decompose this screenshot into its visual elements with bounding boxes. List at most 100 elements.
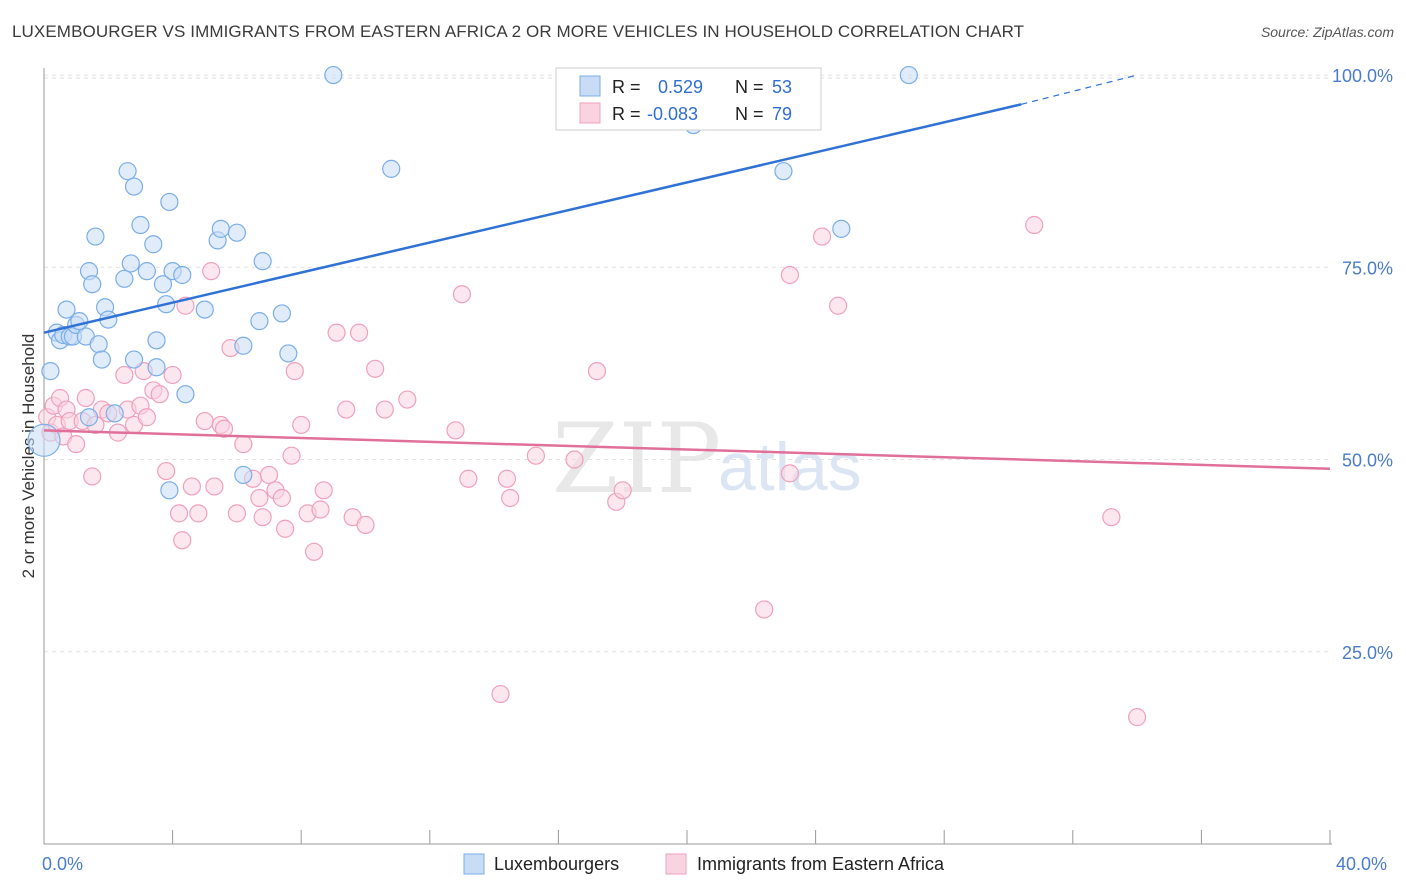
lux-point-26: [147, 331, 166, 350]
legend-r-label-2: R =: [612, 104, 641, 124]
imm-point-45: [276, 519, 295, 538]
trend-lines: [43, 74, 1331, 471]
lux-point-39: [234, 465, 253, 485]
imm-point-74: [780, 464, 799, 483]
imm-point-32: [202, 262, 221, 281]
lux-point-42: [272, 304, 292, 323]
bottom-legend-swatch-pink: [665, 853, 687, 875]
y-axis-title: 2 or more Vehicles in Household: [19, 334, 38, 579]
imm-point-23: [150, 385, 169, 404]
lux-point-4: [57, 300, 76, 319]
x-tick-label-max: 40.0%: [1336, 854, 1387, 874]
lux-point-36: [211, 219, 230, 238]
lux-point-12: [86, 227, 105, 246]
imm-point-21: [137, 408, 156, 427]
lux-point-48: [774, 162, 793, 181]
gridlines: [44, 74, 1330, 653]
trend-line-immigrants: [43, 429, 1331, 471]
bottom-legend-label-immigrants: Immigrants from Eastern Africa: [697, 854, 945, 874]
imm-point-59: [375, 400, 394, 419]
series-immigrants-points: [38, 215, 1147, 727]
lux-point-49: [832, 219, 851, 238]
lux-point-52: [124, 350, 144, 369]
imm-point-25: [163, 365, 182, 385]
imm-point-42: [259, 465, 279, 485]
lux-point-51: [27, 423, 61, 457]
chart-title: LUXEMBOURGER VS IMMIGRANTS FROM EASTERN …: [12, 22, 1025, 41]
imm-point-79: [1127, 708, 1147, 727]
imm-point-38: [234, 435, 253, 454]
bottom-legend-label-luxembourgers: Luxembourgers: [494, 854, 619, 874]
imm-point-69: [587, 362, 607, 381]
lux-point-30: [160, 192, 179, 212]
y-tick-label-50: 50.0%: [1342, 451, 1393, 471]
imm-point-48: [292, 415, 311, 435]
lux-point-46: [160, 481, 179, 500]
imm-point-41: [253, 508, 272, 527]
imm-point-30: [189, 504, 208, 523]
imm-point-44: [272, 488, 292, 508]
imm-point-64: [491, 684, 510, 704]
series-luxembourgers-points: [27, 65, 918, 500]
imm-point-76: [829, 296, 848, 315]
lux-point-13: [89, 335, 108, 354]
imm-point-75: [812, 227, 832, 246]
imm-point-27: [173, 531, 192, 550]
bottom-legend-swatch-blue: [463, 853, 485, 875]
lux-point-25: [144, 235, 163, 254]
imm-point-31: [195, 411, 214, 431]
legend-n-label-1: N =: [735, 77, 764, 97]
imm-point-51: [311, 500, 330, 519]
legend-swatch-blue: [579, 75, 601, 97]
imm-point-77: [1025, 215, 1044, 235]
imm-point-68: [565, 450, 584, 469]
imm-point-40: [250, 488, 269, 508]
lux-point-41: [253, 252, 272, 271]
imm-point-35: [214, 419, 234, 438]
imm-point-66: [501, 488, 520, 508]
stats-legend: R = 0.529 N = 53 R = -0.083 N = 79: [555, 67, 822, 131]
imm-point-10: [76, 388, 95, 408]
lux-point-44: [324, 65, 343, 85]
imm-point-78: [1102, 508, 1121, 527]
lux-point-19: [115, 269, 134, 288]
imm-point-54: [337, 400, 356, 419]
lux-point-37: [227, 223, 246, 242]
lux-point-20: [118, 162, 137, 181]
imm-point-37: [227, 504, 246, 523]
legend-r-value-1: 0.529: [658, 77, 703, 97]
imm-point-63: [459, 469, 478, 488]
imm-point-16: [115, 365, 134, 385]
imm-point-11: [83, 467, 102, 486]
lux-point-0: [41, 362, 60, 381]
series-legend: Luxembourgers Immigrants from Eastern Af…: [463, 853, 945, 875]
lux-point-34: [195, 300, 214, 319]
imm-point-62: [452, 285, 472, 304]
y-tick-label-100: 100.0%: [1332, 66, 1393, 86]
legend-swatch-pink: [579, 102, 601, 124]
imm-point-47: [285, 362, 304, 381]
x-tick-label-min: 0.0%: [42, 854, 83, 874]
lux-point-45: [382, 159, 401, 178]
lux-point-17: [79, 408, 99, 427]
lux-point-24: [137, 262, 156, 281]
imm-point-57: [356, 515, 375, 534]
lux-point-38: [234, 336, 253, 355]
legend-r-value-2: -0.083: [647, 104, 698, 124]
imm-point-72: [755, 600, 774, 619]
imm-point-71: [613, 481, 632, 500]
imm-point-67: [526, 446, 545, 465]
x-ticks: [43, 830, 1331, 844]
lux-point-22: [124, 177, 144, 196]
trend-line-luxembourgers-extension: [1021, 74, 1138, 105]
lux-point-21: [121, 254, 140, 273]
imm-point-53: [327, 323, 346, 342]
imm-point-60: [398, 390, 417, 409]
legend-n-value-1: 53: [772, 77, 792, 97]
imm-point-52: [314, 481, 333, 500]
imm-point-26: [169, 504, 189, 523]
lux-point-43: [279, 344, 298, 363]
source-label: Source: ZipAtlas.com: [1260, 24, 1394, 40]
imm-point-33: [205, 477, 224, 496]
